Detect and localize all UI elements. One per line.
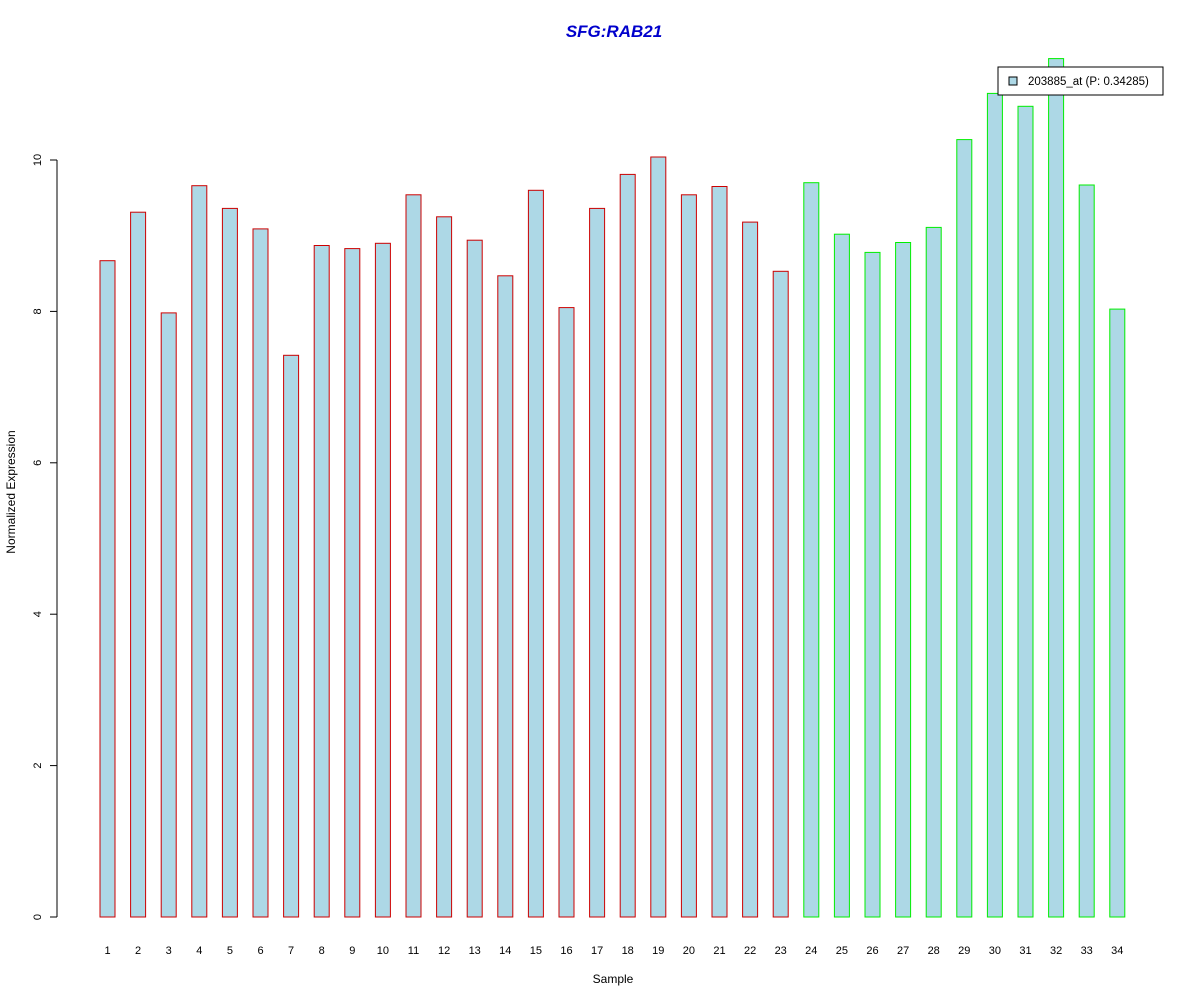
bar-sample-3 bbox=[160, 312, 177, 918]
bar-sample-33 bbox=[1078, 184, 1095, 918]
bar-sample-23 bbox=[772, 270, 789, 918]
bar-sample-28 bbox=[925, 226, 942, 918]
y-tick-label: 0 bbox=[32, 914, 44, 920]
y-axis: 0 2 4 6 8 10 bbox=[32, 154, 58, 920]
x-tick-label: 33 bbox=[1081, 945, 1093, 957]
bar-sample-13 bbox=[466, 239, 483, 918]
legend-swatch bbox=[1008, 76, 1018, 86]
x-tick-label: 19 bbox=[652, 945, 664, 957]
bar-sample-9 bbox=[344, 248, 361, 918]
y-tick-label: 4 bbox=[32, 611, 44, 617]
x-tick-label: 15 bbox=[530, 945, 542, 957]
x-tick-label: 20 bbox=[683, 945, 695, 957]
bar-sample-10 bbox=[374, 242, 391, 918]
bar-sample-1 bbox=[99, 260, 116, 918]
bar-sample-25 bbox=[833, 233, 850, 918]
bar-sample-32 bbox=[1048, 58, 1065, 918]
bar-sample-16 bbox=[558, 307, 575, 918]
x-tick-label: 2 bbox=[135, 945, 141, 957]
x-tick-label: 11 bbox=[408, 945, 419, 957]
y-tick-label: 10 bbox=[32, 154, 44, 166]
y-axis-label: Normalized Expression bbox=[4, 430, 18, 553]
chart-title: SFG:RAB21 bbox=[566, 22, 662, 41]
bar-sample-2 bbox=[130, 211, 147, 918]
x-tick-label: 18 bbox=[622, 945, 634, 957]
x-tick-label: 27 bbox=[897, 945, 909, 957]
y-tick-label: 8 bbox=[32, 308, 44, 314]
bar-sample-19 bbox=[650, 156, 667, 918]
x-tick-label: 28 bbox=[928, 945, 940, 957]
x-tick-label: 17 bbox=[591, 945, 603, 957]
x-tick-label: 34 bbox=[1111, 945, 1123, 957]
bar-sample-20 bbox=[680, 194, 697, 918]
legend-label: 203885_at (P: 0.34285) bbox=[1028, 76, 1149, 88]
x-tick-label: 7 bbox=[288, 945, 294, 957]
bar-sample-21 bbox=[711, 186, 728, 918]
bar-sample-18 bbox=[619, 173, 636, 918]
x-tick-label: 1 bbox=[104, 945, 110, 957]
x-tick-label: 25 bbox=[836, 945, 848, 957]
bar-sample-5 bbox=[221, 207, 238, 918]
bar-sample-26 bbox=[864, 251, 881, 918]
x-tick-label: 5 bbox=[227, 945, 233, 957]
legend: 203885_at (P: 0.34285) bbox=[997, 66, 1164, 96]
x-tick-label: 29 bbox=[958, 945, 970, 957]
x-tick-label: 14 bbox=[499, 945, 511, 957]
x-tick-label: 30 bbox=[989, 945, 1001, 957]
x-tick-label: 23 bbox=[775, 945, 787, 957]
bar-sample-15 bbox=[527, 189, 544, 918]
bar-sample-27 bbox=[895, 242, 912, 918]
x-tick-label: 6 bbox=[257, 945, 263, 957]
x-tick-label: 31 bbox=[1019, 945, 1031, 957]
bar-sample-30 bbox=[986, 92, 1003, 918]
y-tick-label: 2 bbox=[32, 763, 44, 769]
bar-sample-11 bbox=[405, 194, 422, 918]
x-tick-label: 9 bbox=[349, 945, 355, 957]
x-tick-label: 8 bbox=[319, 945, 325, 957]
bar-sample-4 bbox=[191, 185, 208, 918]
bar-sample-29 bbox=[956, 139, 973, 918]
bars bbox=[99, 58, 1126, 918]
bar-sample-34 bbox=[1109, 308, 1126, 918]
x-tick-label: 4 bbox=[196, 945, 202, 957]
bar-sample-6 bbox=[252, 228, 269, 918]
x-tick-label: 16 bbox=[560, 945, 572, 957]
bar-sample-22 bbox=[742, 221, 759, 918]
legend-box bbox=[997, 66, 1164, 96]
x-axis-tick-labels: 1 2 3 4 5 6 7 8 9 10 11 12 13 14 15 16 17 18 19 20 21 22 23 24 2… bbox=[104, 945, 1123, 957]
bar-sample-14 bbox=[497, 275, 514, 918]
x-tick-label: 26 bbox=[866, 945, 878, 957]
bar-sample-31 bbox=[1017, 105, 1034, 918]
x-axis-label: Sample bbox=[593, 972, 634, 986]
x-tick-label: 32 bbox=[1050, 945, 1062, 957]
x-tick-label: 10 bbox=[377, 945, 389, 957]
bar-sample-24 bbox=[803, 182, 820, 918]
x-tick-label: 24 bbox=[805, 945, 817, 957]
x-tick-label: 21 bbox=[713, 945, 725, 957]
y-tick-label: 6 bbox=[32, 460, 44, 466]
bar-sample-7 bbox=[283, 354, 300, 918]
x-tick-label: 13 bbox=[469, 945, 481, 957]
bar-sample-8 bbox=[313, 245, 330, 918]
bar-sample-17 bbox=[589, 207, 606, 918]
x-tick-label: 22 bbox=[744, 945, 756, 957]
x-tick-label: 12 bbox=[438, 945, 450, 957]
x-tick-label: 3 bbox=[166, 945, 172, 957]
bar-sample-12 bbox=[436, 216, 453, 918]
